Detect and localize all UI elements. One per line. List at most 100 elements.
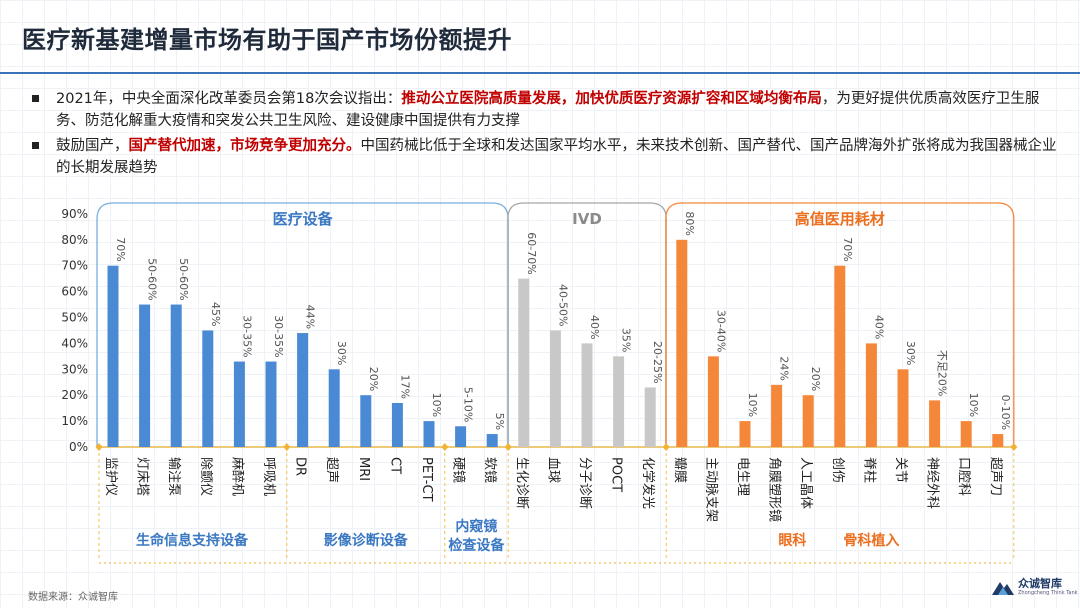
bar [802, 395, 814, 447]
subgroup-label: 眼科 [778, 532, 806, 549]
data-label: 20% [367, 367, 380, 391]
bar [644, 387, 656, 447]
bar [992, 434, 1004, 447]
bar [549, 330, 561, 447]
logo-english-name: Zhongcheng Think Tank [1018, 590, 1078, 596]
y-tick-label: 30% [61, 362, 88, 376]
bullet-text: ，为更好提供优质高效医疗卫生服务、防范化解重大疫情和突发公共卫生风险、建设健康中… [56, 91, 1040, 129]
category-label: MRI [356, 457, 371, 481]
data-source: 数据来源：众诚智库 [28, 592, 118, 603]
bullet-text: 鼓励国产， [56, 138, 129, 154]
y-tick-label: 10% [61, 414, 88, 428]
logo-name: 众诚智库 [1018, 577, 1062, 590]
category-label: PET-CT [419, 457, 434, 502]
category-label: 血球 [545, 457, 560, 483]
title-underline [0, 72, 1080, 74]
divider-diamond-icon [504, 443, 512, 451]
bar [486, 434, 498, 447]
data-label: 30-35% [240, 315, 253, 357]
bar [739, 421, 751, 447]
bullet-marker-icon [32, 142, 39, 149]
y-tick-label: 0% [69, 440, 88, 454]
data-label: 30-35% [272, 315, 285, 357]
data-label: 5% [493, 413, 506, 430]
category-label: 输注泵 [166, 457, 182, 496]
category-label: 化学发光 [640, 457, 656, 509]
bar [707, 356, 719, 447]
data-label: 0-10% [999, 395, 1012, 430]
data-label: 70% [841, 237, 854, 261]
bullet-list: 2021年，中央全面深化改革委员会第18次会议指出：推动公立医院高质量发展，加快… [30, 88, 1060, 182]
category-label: DR [293, 457, 308, 476]
category-label: 超声 [324, 457, 339, 483]
bar [771, 384, 783, 447]
group-bracket [507, 202, 667, 447]
group-title: 医疗设备 [273, 210, 334, 228]
subgroup-label: 检查设备 [448, 537, 505, 554]
bar [423, 421, 435, 447]
bar [834, 265, 846, 447]
data-label: 不足20% [936, 350, 949, 396]
page-title: 医疗新基建增量市场有助于国产市场份额提升 [22, 26, 512, 54]
data-label: 40% [872, 315, 885, 339]
bar [676, 239, 688, 447]
data-label: 20-25% [651, 341, 664, 383]
bar [139, 304, 151, 447]
subgroup-label: 内窥镜 [455, 518, 497, 535]
group-title: IVD [572, 210, 602, 228]
category-label: 除颤仪 [198, 457, 213, 496]
category-label: CT [387, 457, 402, 474]
bar [107, 265, 119, 447]
divider-diamond-icon [1010, 443, 1018, 451]
divider-diamond-icon [283, 443, 291, 451]
category-label: 电生理 [735, 457, 750, 496]
data-label: 40-50% [556, 284, 569, 326]
group-bracket [96, 202, 509, 447]
category-label: 神经外科 [925, 457, 940, 509]
data-label: 20% [809, 367, 822, 391]
category-label: 口腔科 [956, 457, 971, 496]
subgroup-label: 生命信息支持设备 [136, 532, 249, 549]
bar [613, 356, 625, 447]
category-label: 生化诊断 [514, 457, 529, 509]
bar [328, 369, 340, 447]
data-label: 50-60% [146, 258, 159, 300]
category-label: 监护仪 [103, 457, 118, 496]
category-label: 麻醉机 [229, 457, 245, 496]
divider-diamond-icon [662, 443, 670, 451]
category-label: 灯床塔 [135, 457, 150, 496]
category-label: 主动脉支架 [703, 457, 718, 522]
data-label: 17% [398, 375, 411, 399]
bullet-highlight: 国产替代加速，市场竞争更加充分。 [128, 138, 361, 154]
data-label: 5-10% [462, 387, 475, 422]
y-tick-label: 20% [61, 388, 88, 402]
data-label: 60-70% [525, 232, 538, 274]
bar [360, 395, 372, 447]
group-bracket [665, 202, 1015, 447]
category-label: 呼吸机 [261, 457, 276, 496]
bullet-item: 2021年，中央全面深化改革委员会第18次会议指出：推动公立医院高质量发展，加快… [30, 88, 1060, 132]
data-label: 30% [904, 341, 917, 365]
category-label: POCT [609, 457, 624, 492]
bar [233, 361, 245, 447]
y-tick-label: 40% [61, 336, 88, 350]
bar [897, 369, 909, 447]
y-tick-label: 50% [61, 311, 88, 325]
data-label: 44% [304, 305, 317, 329]
mountain-logo-icon [992, 582, 1014, 595]
data-label: 35% [620, 328, 633, 352]
bar [581, 343, 593, 447]
category-label: 瓣膜 [672, 457, 687, 483]
category-label: 创伤 [830, 457, 845, 483]
bullet-highlight: 推动公立医院高质量发展，加快优质医疗资源扩容和区域均衡布局 [401, 91, 822, 107]
bullet-marker-icon [32, 95, 39, 102]
bar [391, 402, 403, 447]
bullet-text: 2021年，中央全面深化改革委员会第18次会议指出： [56, 91, 402, 107]
category-label: 人工晶体 [798, 457, 813, 509]
divider-diamond-icon [441, 443, 449, 451]
data-label: 40% [588, 315, 601, 339]
data-label: 10% [967, 393, 980, 417]
y-tick-label: 90% [61, 207, 88, 221]
divider-diamond-icon [95, 443, 103, 451]
y-tick-label: 70% [61, 259, 88, 273]
